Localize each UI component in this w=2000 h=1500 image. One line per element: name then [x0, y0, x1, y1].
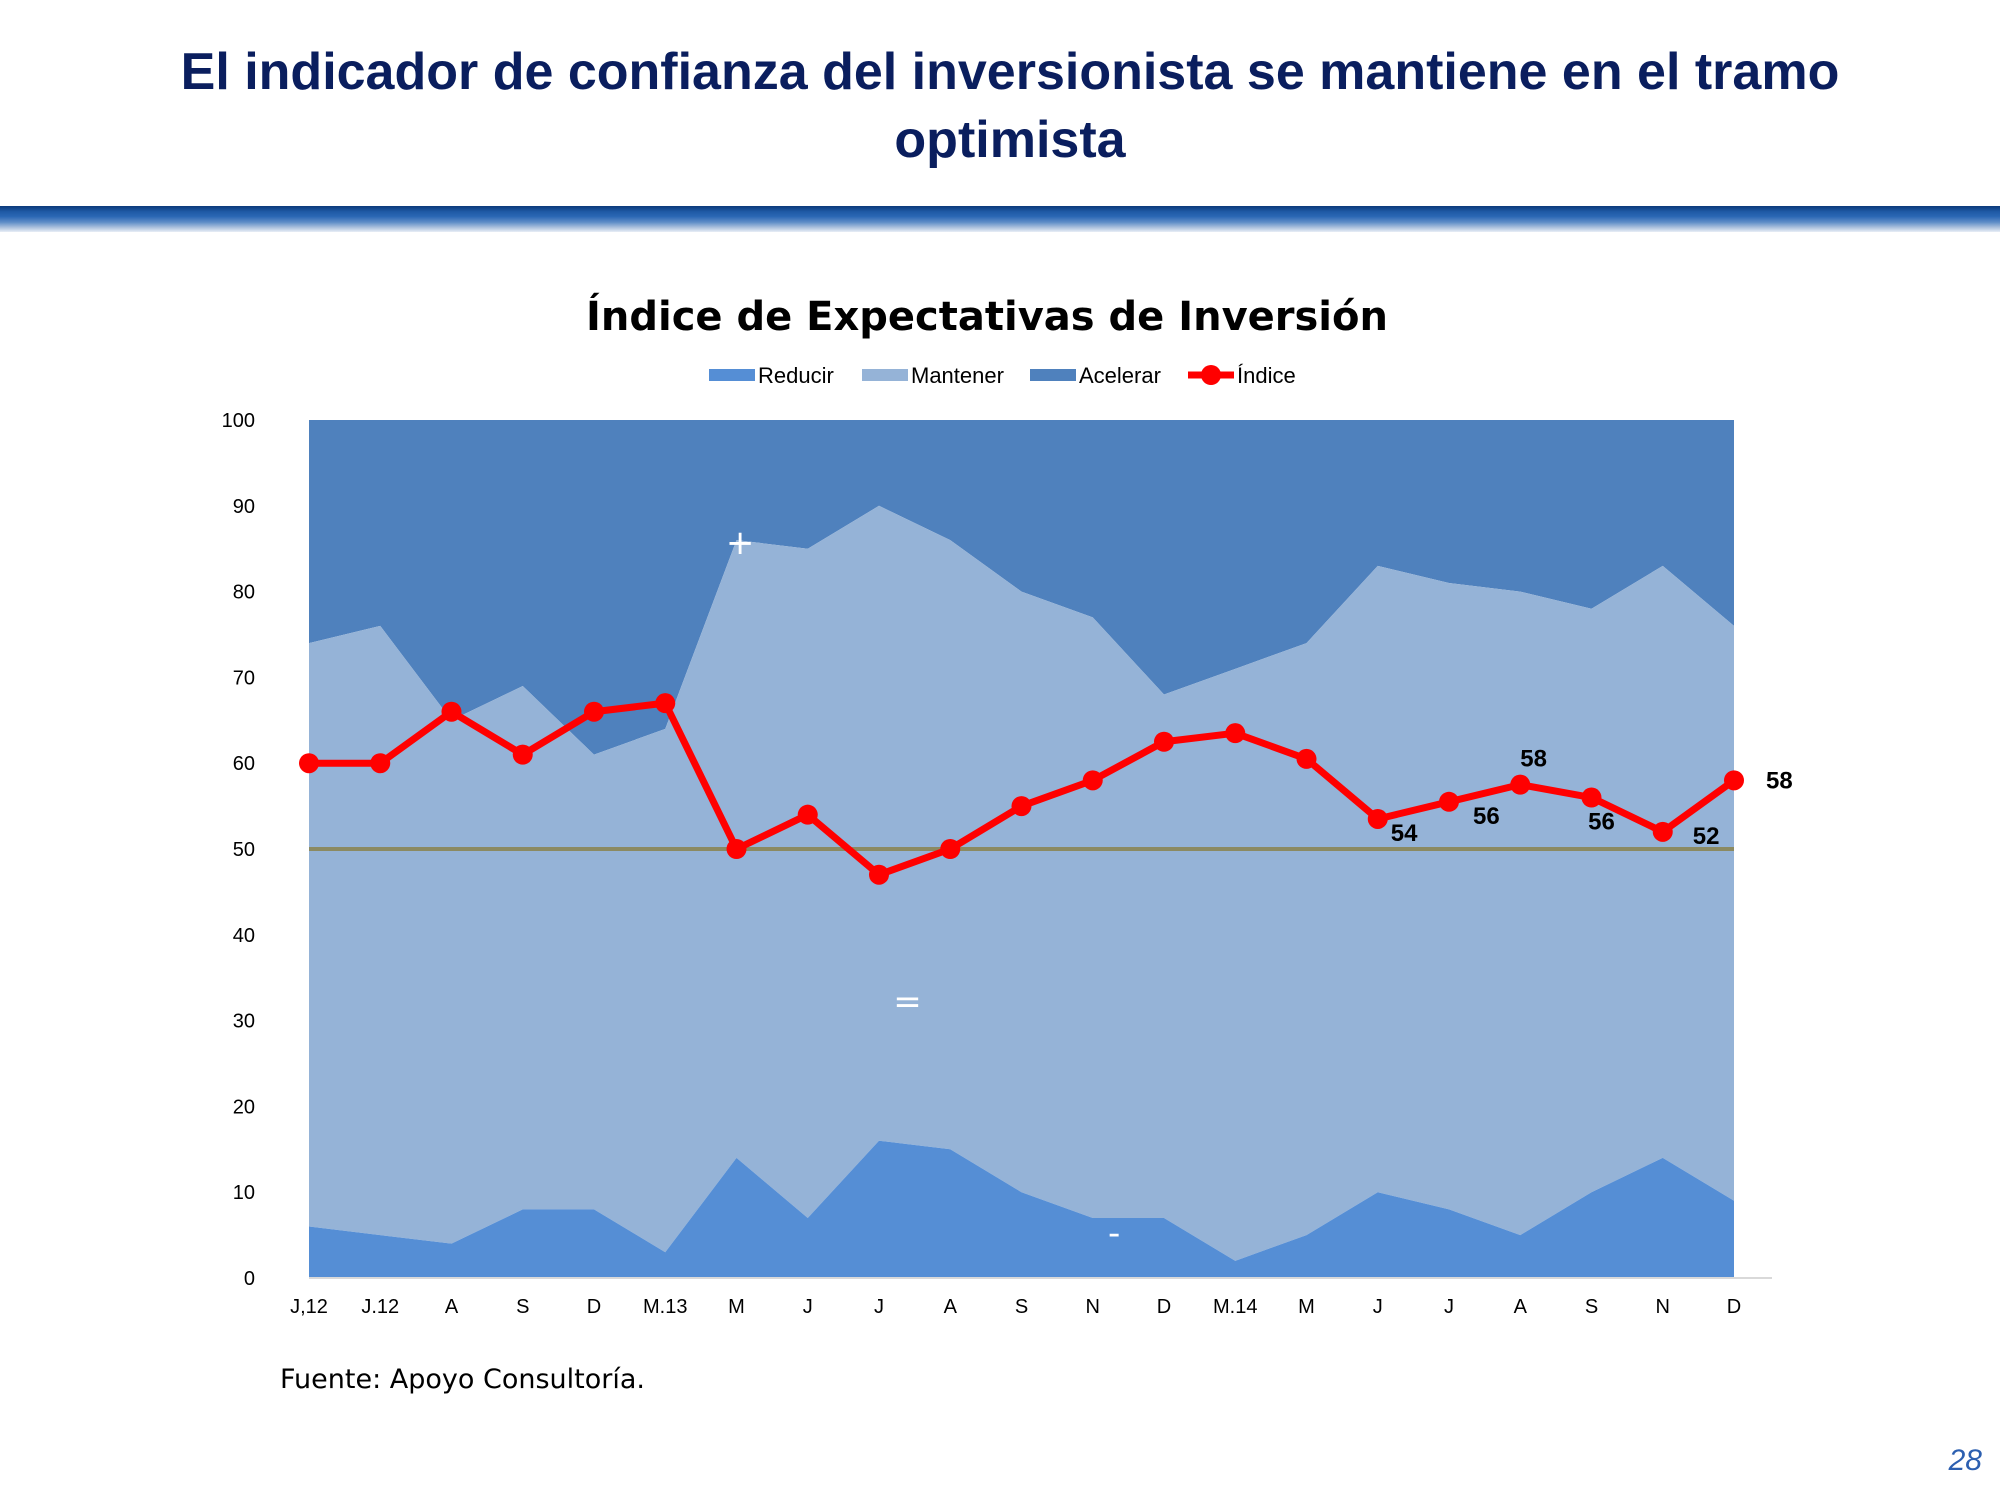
x-tick-label: J.12: [361, 1296, 399, 1318]
x-tick-label: D: [1157, 1296, 1171, 1318]
y-tick-label: 60: [233, 753, 255, 775]
data-label: 58: [1520, 746, 1547, 773]
data-point: [1652, 821, 1673, 842]
x-tick-label: M.13: [643, 1296, 687, 1318]
legend-swatch: [862, 369, 908, 381]
x-axis: J,12 J.12 A S D M.13 M J J A S N D M.14 M J J A S N D: [290, 1296, 1741, 1318]
x-tick-label: M: [728, 1296, 745, 1318]
chart-legend: Reducir Mantener Acelerar Índice: [709, 363, 1296, 388]
x-tick-label: J: [1373, 1296, 1383, 1318]
data-point: [1296, 748, 1317, 769]
x-tick-label: J: [803, 1296, 813, 1318]
data-point: [1367, 808, 1388, 829]
y-tick-label: 70: [233, 667, 255, 689]
data-label: 56: [1588, 809, 1615, 836]
x-tick-label: J: [874, 1296, 884, 1318]
x-tick-label: S: [1585, 1296, 1598, 1318]
x-tick-label: A: [1514, 1296, 1528, 1318]
x-tick-label: J: [1444, 1296, 1454, 1318]
data-point: [441, 701, 462, 722]
legend-swatch: [709, 369, 755, 381]
x-tick-label: S: [516, 1296, 529, 1318]
data-label: 58: [1766, 767, 1793, 794]
data-point: [299, 753, 319, 774]
data-point: [655, 693, 676, 714]
x-tick-label: M: [1298, 1296, 1315, 1318]
x-tick-label: A: [944, 1296, 958, 1318]
x-tick-label: N: [1086, 1296, 1100, 1318]
area-annotation: +: [726, 523, 755, 563]
data-point: [1082, 770, 1103, 791]
data-point: [940, 839, 961, 859]
y-tick-label: 10: [233, 1182, 255, 1204]
data-point: [1510, 774, 1531, 795]
x-tick-label: D: [587, 1296, 601, 1318]
data-point: [726, 839, 747, 859]
data-point: [512, 744, 533, 765]
data-point: [584, 701, 604, 722]
source-note: Fuente: Apoyo Consultoría.: [280, 1364, 645, 1395]
legend-label: Acelerar: [1079, 363, 1161, 388]
legend-swatch: [1030, 369, 1076, 381]
y-tick-label: 100: [222, 410, 255, 432]
y-tick-label: 20: [233, 1096, 255, 1118]
data-point: [869, 864, 889, 885]
chart-title: Índice de Expectativas de Inversión: [586, 292, 1388, 340]
area-annotation: -: [1108, 1214, 1120, 1254]
data-point: [1225, 723, 1246, 744]
y-tick-label: 40: [233, 925, 255, 947]
y-axis: 0 10 20 30 40 50 60 70 80 90 100: [222, 410, 255, 1290]
legend-marker: [1201, 365, 1221, 385]
x-tick-label: J,12: [290, 1296, 328, 1318]
data-point: [1439, 791, 1459, 812]
x-tick-label: S: [1015, 1296, 1028, 1318]
slide-title: El indicador de confianza del inversioni…: [180, 43, 1840, 169]
title-divider-bar: [0, 206, 2000, 232]
data-point: [797, 804, 818, 825]
data-label: 54: [1391, 820, 1418, 847]
data-point: [1154, 731, 1174, 752]
legend-label: Reducir: [758, 363, 834, 388]
data-point: [1011, 796, 1032, 817]
y-tick-label: 50: [233, 839, 255, 861]
plot-area: + = - 54 56 58 56 52 58: [299, 420, 1793, 1279]
area-mantener: [309, 505, 1734, 1261]
area-acelerar: [309, 420, 1734, 755]
area-reducir: [309, 1140, 1734, 1278]
data-point: [1581, 787, 1602, 808]
data-label: 56: [1473, 803, 1500, 830]
page-number: 28: [1948, 1444, 1982, 1477]
x-tick-label: M.14: [1213, 1296, 1257, 1318]
legend-label: Mantener: [911, 363, 1004, 388]
y-tick-label: 0: [244, 1268, 255, 1290]
x-tick-label: D: [1727, 1296, 1741, 1318]
data-point: [1724, 770, 1744, 791]
y-tick-label: 90: [233, 496, 255, 518]
x-tick-label: A: [445, 1296, 459, 1318]
x-tick-label: N: [1656, 1296, 1670, 1318]
area-annotation: =: [893, 982, 922, 1022]
y-tick-label: 30: [233, 1011, 255, 1033]
legend-label: Índice: [1237, 363, 1296, 388]
data-point: [370, 753, 391, 774]
y-tick-label: 80: [233, 582, 255, 604]
data-label: 52: [1693, 823, 1720, 850]
